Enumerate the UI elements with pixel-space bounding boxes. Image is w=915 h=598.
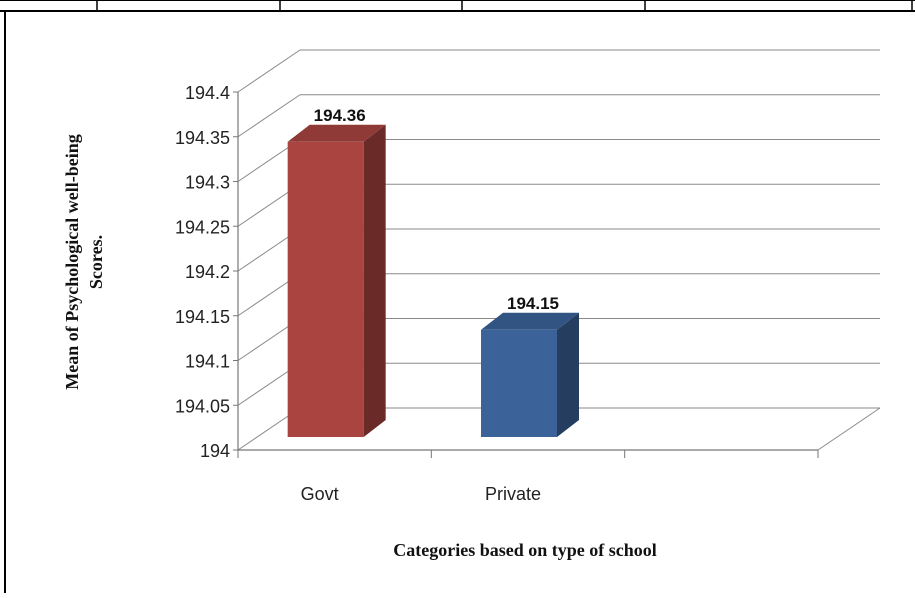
y-tick-label: 194.4 <box>185 83 230 103</box>
bar-side <box>557 312 579 437</box>
data-label: 194.36 <box>314 106 366 125</box>
y-tick-label: 194.25 <box>175 217 230 237</box>
bar-front <box>287 141 364 438</box>
y-axis-title-line-1: Mean of Psychological well-being <box>62 134 82 389</box>
floor-edge <box>817 407 881 451</box>
y-tick-label: 194.35 <box>175 128 230 148</box>
x-tick-label: Private <box>485 484 541 504</box>
y-tick-label: 194.3 <box>185 173 230 193</box>
bars <box>287 124 579 438</box>
bar-top <box>287 124 386 142</box>
x-tick-label: Govt <box>301 484 339 504</box>
bar-private <box>481 312 579 437</box>
labels: 194.36 Govt 194.15 Private <box>301 106 559 504</box>
gridline <box>237 49 880 93</box>
y-tick-label: 194.2 <box>185 262 230 282</box>
y-tick-label: 194.05 <box>175 396 230 416</box>
y-axis-title-line-2: Scores. <box>86 235 106 289</box>
bar-side <box>363 124 386 438</box>
bar-front <box>481 329 557 437</box>
axes: 194 194.05 194.1 194.15 194.2 194.25 194.3 194.… <box>175 83 819 461</box>
gridline <box>237 94 880 138</box>
bar-top <box>481 312 579 330</box>
x-axis-title: Categories based on type of school <box>393 540 657 560</box>
bar-govt <box>287 124 386 438</box>
y-axis-title: Mean of Psychological well-being Scores. <box>62 134 106 389</box>
y-tick-label: 194 <box>200 441 230 461</box>
y-tick-label: 194.1 <box>185 352 230 372</box>
y-tick-label: 194.15 <box>175 307 230 327</box>
data-label: 194.15 <box>507 294 559 313</box>
